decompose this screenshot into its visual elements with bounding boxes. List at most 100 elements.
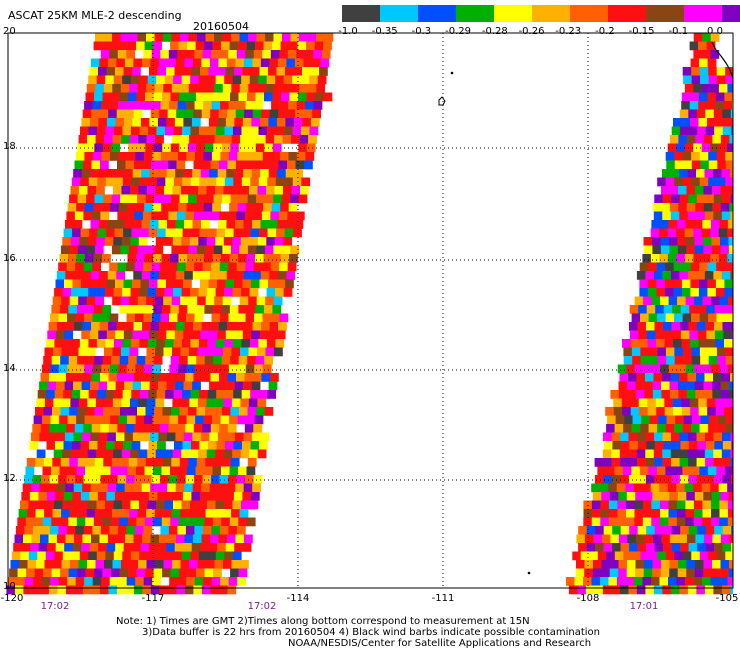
swath-cell	[669, 135, 679, 144]
swath-cell	[617, 500, 627, 510]
swath-cell	[248, 135, 258, 144]
swath-cell	[74, 585, 84, 595]
swath-cell	[168, 211, 178, 221]
swath-cell	[216, 441, 226, 450]
swath-cell	[214, 560, 224, 569]
swath-cell	[136, 466, 145, 476]
swath-cell	[184, 109, 194, 119]
swath-cell	[630, 407, 640, 416]
swath-cell	[290, 194, 299, 204]
swath-cell	[236, 211, 246, 221]
swath-cell	[603, 543, 613, 552]
swath-cell	[150, 585, 160, 595]
swath-cell	[111, 568, 120, 578]
swath-cell	[724, 92, 733, 102]
swath-cell	[731, 305, 733, 314]
swath-cell	[252, 271, 262, 280]
swath-cell	[646, 330, 656, 340]
swath-cell	[187, 466, 196, 476]
swath-cell	[204, 41, 213, 51]
swath-cell	[94, 407, 104, 416]
swath-cell	[199, 228, 209, 238]
swath-cell	[710, 228, 719, 238]
swath-cell	[239, 509, 249, 518]
swath-cell	[719, 577, 728, 586]
swath-cell	[197, 84, 207, 93]
swath-cell	[232, 186, 241, 195]
swath-cell	[713, 271, 723, 280]
swath-cell	[283, 237, 293, 246]
swath-cell	[651, 220, 661, 229]
swath-cell	[646, 441, 656, 450]
swath-cell	[164, 288, 174, 297]
swath-cell	[162, 194, 172, 204]
swath-cell	[159, 373, 169, 382]
swath-cell	[144, 203, 153, 212]
swath-cell	[184, 220, 193, 229]
swath-cell	[60, 356, 69, 365]
swath-cell	[725, 152, 733, 161]
swath-cell	[639, 279, 649, 289]
swath-cell	[254, 101, 263, 110]
swath-cell	[62, 449, 71, 459]
swath-cell	[220, 101, 229, 110]
swath-cell	[651, 296, 661, 306]
swath-cell	[294, 169, 303, 178]
swath-cell	[269, 109, 279, 119]
swath-cell	[662, 373, 671, 382]
swath-cell	[113, 75, 123, 85]
swath-cell	[193, 424, 203, 433]
swath-cell	[669, 381, 679, 391]
swath-cell	[203, 415, 213, 425]
swath-cell	[180, 347, 190, 357]
swath-cell	[662, 458, 672, 467]
swath-cell	[686, 534, 696, 544]
footer-note-1: Note: 1) Times are GMT 2)Times along bot…	[116, 616, 530, 627]
swath-cell	[141, 58, 151, 68]
swath-cell	[314, 41, 324, 51]
swath-cell	[618, 560, 628, 569]
swath-cell	[219, 262, 229, 272]
swath-cell	[106, 330, 116, 340]
swath-cell	[169, 101, 178, 110]
swath-cell	[648, 424, 658, 433]
swath-cell	[84, 101, 93, 110]
swath-cell	[97, 441, 107, 450]
swath-cell	[62, 288, 72, 297]
swath-cell	[665, 262, 674, 272]
swath-cell	[237, 415, 247, 425]
swath-cell	[679, 211, 689, 221]
swath-cell	[146, 33, 155, 42]
swath-cell	[137, 407, 146, 416]
swath-cell	[603, 526, 613, 535]
swath-cell	[75, 577, 85, 586]
swath-cell	[139, 500, 148, 510]
swath-cell	[208, 330, 218, 340]
swath-cell	[125, 109, 134, 119]
swath-cell	[722, 322, 732, 331]
swath-cell	[730, 449, 733, 459]
swath-cell	[711, 237, 721, 246]
swath-cell	[191, 441, 200, 450]
swath-cell	[727, 143, 733, 153]
swath-cell	[620, 458, 629, 467]
swath-cell	[185, 373, 194, 382]
swath-cell	[214, 296, 223, 306]
swath-cell	[126, 152, 136, 161]
swath-cell	[156, 339, 166, 348]
swath-cell	[87, 560, 96, 569]
swath-cell	[693, 84, 703, 93]
swath-cell	[103, 194, 112, 204]
swath-cell	[162, 92, 171, 102]
swath-cell	[186, 364, 196, 374]
swath-cell	[133, 109, 143, 119]
swath-cell	[177, 101, 187, 110]
swath-cell	[270, 262, 280, 272]
swath-cell	[191, 118, 201, 127]
swath-cell	[302, 67, 311, 76]
swath-cell	[204, 517, 214, 527]
swath-cell	[170, 568, 180, 578]
swath-cell	[116, 271, 126, 280]
swath-cell	[138, 449, 148, 459]
swath-cell	[229, 203, 238, 212]
